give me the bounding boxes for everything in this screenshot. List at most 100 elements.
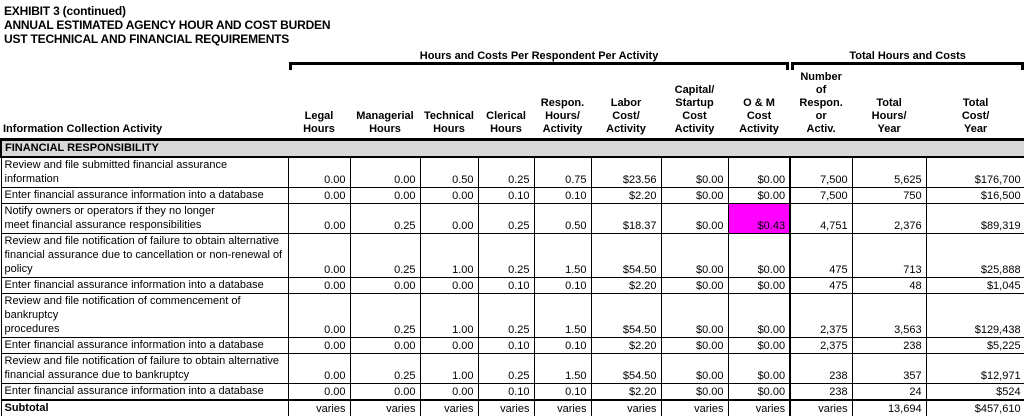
value-cell: 0.10 <box>533 186 592 204</box>
value-cell: 475 <box>789 232 853 278</box>
value-cell: 0.50 <box>419 156 479 188</box>
value-cell: 7,500 <box>789 186 853 204</box>
totals-bracket <box>791 62 1024 70</box>
col-header-total-cost: Total Cost/ Year <box>961 97 990 135</box>
value-cell: $0.00 <box>660 276 729 294</box>
value-cell: varies <box>419 398 479 416</box>
value-cell: $18.37 <box>590 202 662 234</box>
section-row-financial-responsibility: FINANCIAL RESPONSIBILITY <box>0 138 1024 158</box>
exhibit-title: EXHIBIT 3 (continued) <box>4 4 126 18</box>
value-cell: $457,610 <box>925 398 1024 416</box>
col-header-managerial-hours: Managerial Hours <box>356 110 414 135</box>
col-header-total-hours: Total Hours/ Year <box>871 97 907 135</box>
value-cell: $0.00 <box>727 336 791 354</box>
value-cell: 0.00 <box>287 202 351 234</box>
value-cell: $12,971 <box>925 352 1024 384</box>
table-row: Enter financial assurance information in… <box>0 336 1024 354</box>
value-cell: 357 <box>851 352 927 384</box>
per-activity-bracket <box>289 62 790 70</box>
table-row: Review and file submitted financial assu… <box>0 156 1024 188</box>
value-cell: varies <box>477 398 535 416</box>
value-cell: 2,376 <box>851 202 927 234</box>
value-cell: 0.25 <box>349 292 421 338</box>
table-row: Enter financial assurance information in… <box>0 186 1024 204</box>
value-cell: 238 <box>789 382 853 400</box>
value-cell: $2.20 <box>590 382 662 400</box>
value-cell: 475 <box>789 276 853 294</box>
document-title-block: EXHIBIT 3 (continued) ANNUAL ESTIMATED A… <box>0 0 1024 46</box>
value-cell: 0.00 <box>287 232 351 278</box>
value-cell: 48 <box>851 276 927 294</box>
group-header-totals: Total Hours and Costs <box>849 50 966 62</box>
value-cell: 0.00 <box>419 186 479 204</box>
value-cell: 0.25 <box>477 202 535 234</box>
value-cell: $16,500 <box>925 186 1024 204</box>
value-cell: $2.20 <box>590 276 662 294</box>
value-cell: 0.10 <box>533 276 592 294</box>
value-cell: 713 <box>851 232 927 278</box>
activity-cell: Enter financial assurance information in… <box>0 336 289 354</box>
document-subtitle-2: UST TECHNICAL AND FINANCIAL REQUIREMENTS <box>4 32 290 46</box>
value-cell: $0.00 <box>727 292 791 338</box>
value-cell: $54.50 <box>590 232 662 278</box>
value-cell: $0.00 <box>727 352 791 384</box>
value-cell: 0.50 <box>533 202 592 234</box>
value-cell: 0.00 <box>349 336 421 354</box>
activity-cell: Review and file notification of commence… <box>0 292 289 338</box>
col-header-number-respon: Number of Respon. or Activ. <box>799 71 843 135</box>
value-cell: 1.50 <box>533 292 592 338</box>
value-cell: $23.56 <box>590 156 662 188</box>
value-cell: $0.00 <box>727 382 791 400</box>
value-cell: $0.00 <box>660 156 729 188</box>
value-cell: $2.20 <box>590 336 662 354</box>
table-row: Review and file notification of commence… <box>0 292 1024 338</box>
value-cell: 0.00 <box>419 336 479 354</box>
value-cell: varies <box>349 398 421 416</box>
activity-cell: Review and file notification of failure … <box>0 232 289 278</box>
value-cell: 24 <box>851 382 927 400</box>
group-header-per-activity: Hours and Costs Per Respondent Per Activ… <box>419 50 659 62</box>
document-subtitle-1: ANNUAL ESTIMATED AGENCY HOUR AND COST BU… <box>4 18 331 32</box>
value-cell: $0.00 <box>660 232 729 278</box>
value-cell: varies <box>727 398 791 416</box>
table-row: Review and file notification of failure … <box>0 232 1024 278</box>
col-header-capital-startup-cost: Capital/ Startup Cost Activity <box>674 84 715 135</box>
value-cell: 1.50 <box>533 232 592 278</box>
value-cell: 0.00 <box>287 382 351 400</box>
value-cell: varies <box>533 398 592 416</box>
value-cell: 2,375 <box>789 292 853 338</box>
value-cell: 238 <box>851 336 927 354</box>
value-cell: $54.50 <box>590 292 662 338</box>
value-cell: $0.00 <box>727 156 791 188</box>
value-cell: 0.10 <box>533 336 592 354</box>
table-row: Notify owners or operators if they no lo… <box>0 202 1024 234</box>
value-cell: 0.00 <box>349 382 421 400</box>
value-cell: 0.25 <box>477 232 535 278</box>
value-cell: $0.00 <box>660 292 729 338</box>
value-cell: 0.00 <box>287 276 351 294</box>
value-cell: $0.00 <box>727 186 791 204</box>
value-cell: 1.50 <box>533 352 592 384</box>
value-cell: 1.00 <box>419 292 479 338</box>
col-header-activity: Information Collection Activity <box>3 123 163 135</box>
col-header-labor-cost: Labor Cost/ Activity <box>606 97 646 135</box>
value-cell: 0.25 <box>477 292 535 338</box>
bracket-row <box>1 62 1024 71</box>
activity-cell: Review and file submitted financial assu… <box>0 156 289 188</box>
highlighted-om-cost-cell: $0.43 <box>727 202 791 234</box>
value-cell: 7,500 <box>789 156 853 188</box>
value-cell: 3,563 <box>851 292 927 338</box>
col-header-respon-hours: Respon. Hours/ Activity <box>540 97 585 135</box>
column-header-row: Information Collection Activity Legal Ho… <box>1 71 1024 140</box>
value-cell: 0.25 <box>349 202 421 234</box>
value-cell: $0.00 <box>727 232 791 278</box>
value-cell: 0.00 <box>419 276 479 294</box>
value-cell: $0.00 <box>660 336 729 354</box>
value-cell: 0.10 <box>477 276 535 294</box>
value-cell: $5,225 <box>925 336 1024 354</box>
value-cell: 1.00 <box>419 352 479 384</box>
value-cell: 0.25 <box>477 156 535 188</box>
value-cell: 0.00 <box>287 186 351 204</box>
section-label: FINANCIAL RESPONSIBILITY <box>0 138 1024 158</box>
value-cell: $1,045 <box>925 276 1024 294</box>
